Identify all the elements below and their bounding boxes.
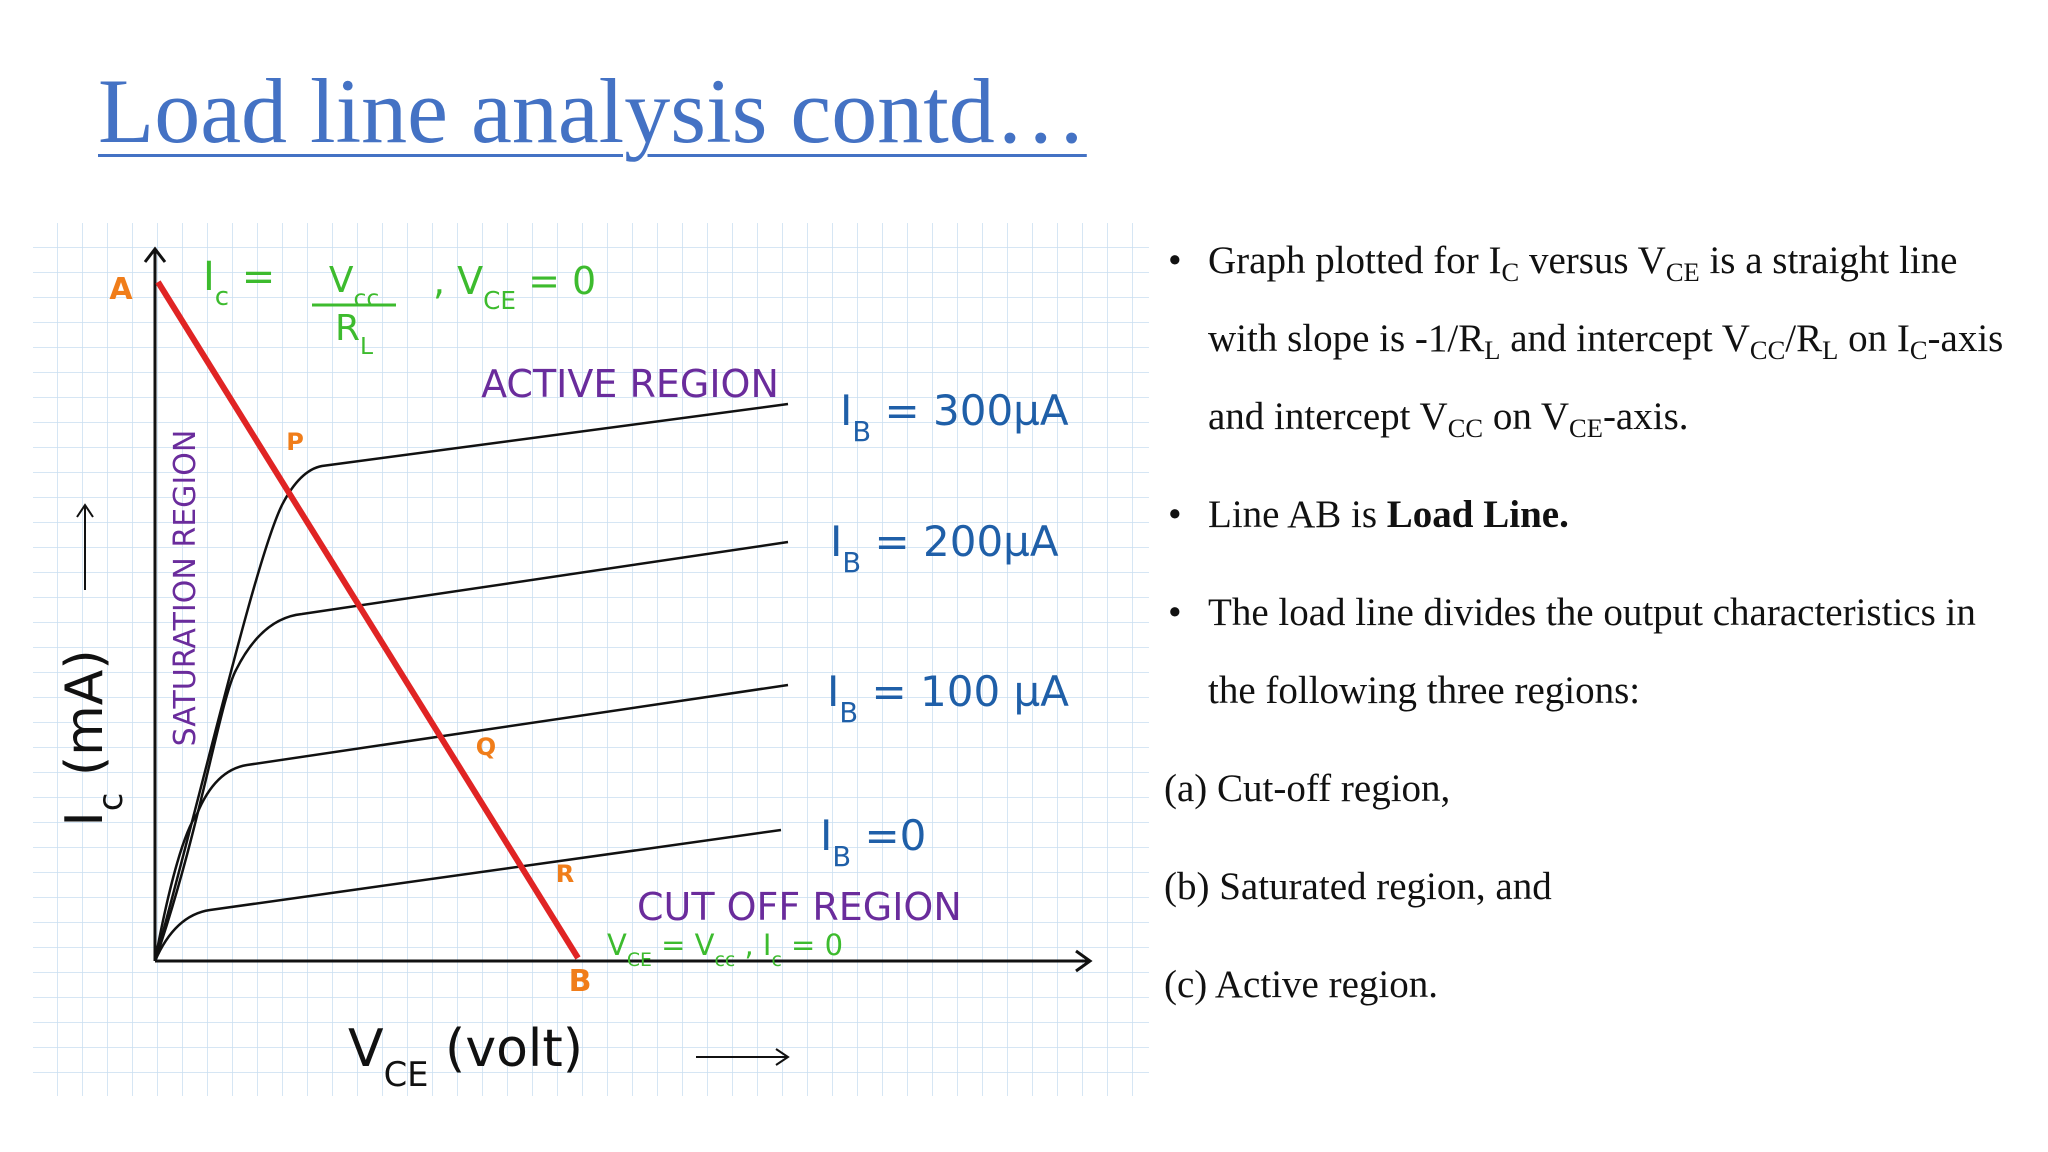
run: I xyxy=(203,254,215,300)
x-axis xyxy=(155,949,1093,973)
run: = V xyxy=(652,928,715,962)
point-label: P xyxy=(286,428,304,456)
subscript: cc xyxy=(353,284,379,312)
run: (volt) xyxy=(429,1019,584,1079)
run: =0 xyxy=(851,811,926,860)
subscript: CE xyxy=(627,950,652,971)
characteristic-curves xyxy=(153,402,789,962)
run: I xyxy=(55,811,115,826)
subscript: CC xyxy=(1749,334,1786,365)
run: = 200µA xyxy=(861,517,1059,566)
subscript: CE xyxy=(1665,256,1700,287)
subscript: cc xyxy=(715,950,736,971)
x-arrow xyxy=(696,1048,790,1066)
curve xyxy=(153,683,789,962)
run: = 300µA xyxy=(871,386,1069,435)
subscript: L xyxy=(360,332,373,360)
text-column: Graph plotted for IC versus VCE is a str… xyxy=(1164,222,2024,1024)
text-run: /R xyxy=(1785,317,1823,360)
text-run: and intercept V xyxy=(1500,317,1750,360)
region-label: SATURATION REGION xyxy=(168,430,203,747)
bold-run: Load Line. xyxy=(1386,493,1569,536)
label: VCE (volt) xyxy=(348,1019,583,1094)
label: IB = 100 µA xyxy=(827,667,1069,729)
bullet-item: Graph plotted for IC versus VCE is a str… xyxy=(1164,222,2024,456)
subscript: C xyxy=(1501,256,1520,287)
point-label: B xyxy=(569,964,592,999)
label: RL xyxy=(335,308,373,360)
subscript: CC xyxy=(1447,412,1484,443)
curve xyxy=(153,402,789,962)
run: V xyxy=(348,1019,384,1079)
label: VCE = Vcc , Ic = 0 xyxy=(607,928,843,971)
subscript: c xyxy=(91,793,130,812)
point-label: A xyxy=(109,272,133,307)
text-run: -axis and intercept V xyxy=(1208,317,2004,438)
list-item: (c) Active region. xyxy=(1164,963,1438,1006)
subscript: CE xyxy=(1569,412,1603,443)
subscript: B xyxy=(842,548,861,579)
grid-paper xyxy=(33,223,1149,1096)
subscript: B xyxy=(852,417,871,448)
run: = 100 µA xyxy=(858,667,1069,716)
point-label: R xyxy=(556,860,574,888)
text-run: is a straight line with slope is -1/R xyxy=(1208,239,1958,360)
label: Vcc xyxy=(329,260,379,312)
subscript: L xyxy=(1484,334,1501,365)
y-axis xyxy=(143,246,167,961)
curve xyxy=(153,540,789,962)
subscript: c xyxy=(771,950,781,971)
text-run: versus V xyxy=(1519,239,1666,282)
label: IB = 200µA xyxy=(830,517,1059,579)
run: V xyxy=(329,260,354,301)
run: I xyxy=(830,517,842,566)
subscript: L xyxy=(1822,334,1839,365)
text-run: The load line divides the output charact… xyxy=(1208,591,1976,712)
run: I xyxy=(840,386,852,435)
curve xyxy=(153,828,782,962)
text-run: on I xyxy=(1838,317,1910,360)
subscript: CE xyxy=(483,286,516,315)
run: = 0 xyxy=(516,259,596,303)
label: IB = 300µA xyxy=(840,386,1069,448)
region-label: ACTIVE REGION xyxy=(481,362,779,406)
run: V xyxy=(607,928,627,962)
label: , VCE = 0 xyxy=(433,259,596,315)
text-run: Graph plotted for I xyxy=(1208,239,1502,282)
subscript: B xyxy=(832,842,851,873)
run: , V xyxy=(433,259,483,303)
label: IB =0 xyxy=(820,811,926,873)
text-run: -axis. xyxy=(1602,395,1689,438)
text-run: Line AB is xyxy=(1208,493,1387,536)
list-item: (b) Saturated region, and xyxy=(1164,865,1552,908)
subscript: c xyxy=(215,282,229,312)
run: R xyxy=(335,308,360,349)
axes xyxy=(76,246,1093,1066)
run: , I xyxy=(735,928,771,962)
region-label: CUT OFF REGION xyxy=(637,885,962,929)
point-label: Q xyxy=(476,733,496,761)
run: = xyxy=(229,254,275,300)
text-run: on V xyxy=(1483,395,1570,438)
run: I xyxy=(820,811,832,860)
list-item: (a) Cut-off region, xyxy=(1164,767,1451,810)
slide-title: Load line analysis contd… xyxy=(98,60,1087,162)
label: Ic (mA) xyxy=(55,649,130,826)
bullet-item: Line AB is Load Line. xyxy=(1164,476,2024,554)
load-line xyxy=(155,280,581,960)
y-arrow xyxy=(76,503,94,590)
subscript: CE xyxy=(384,1055,429,1094)
run: (mA) xyxy=(55,649,115,792)
run: I xyxy=(827,667,839,716)
subscript: C xyxy=(1909,334,1928,365)
subscript: B xyxy=(839,698,858,729)
label: Ic = xyxy=(203,254,275,312)
bullet-item: The load line divides the output charact… xyxy=(1164,574,2024,730)
run: = 0 xyxy=(782,928,843,962)
